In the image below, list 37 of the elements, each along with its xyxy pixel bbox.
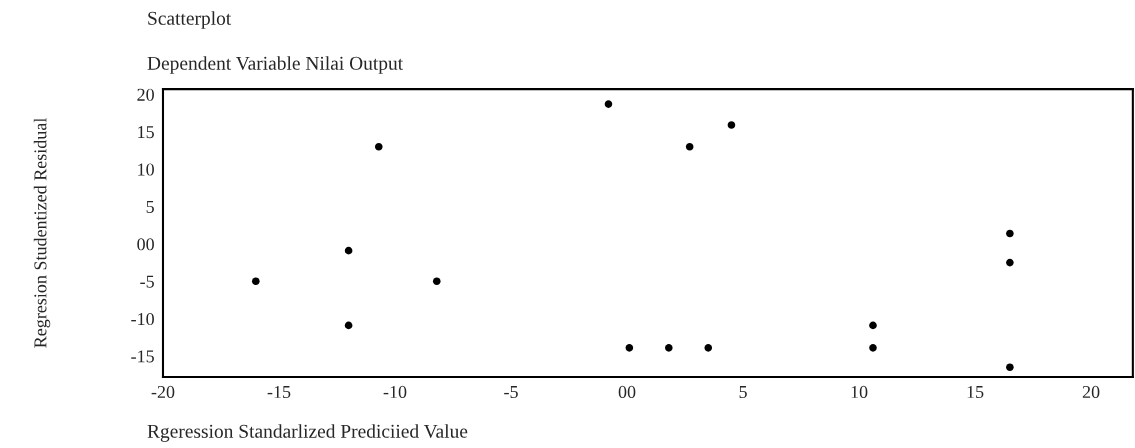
- point: [604, 100, 613, 108]
- point: [685, 142, 694, 151]
- point: [625, 344, 634, 352]
- y-tick-label: 5: [146, 200, 154, 213]
- y-axis-title: Regresion Studentized Residual: [33, 117, 51, 348]
- point: [869, 321, 877, 330]
- point: [1006, 363, 1014, 372]
- chart-title: Scatterplot: [148, 11, 232, 29]
- point: [1006, 229, 1014, 238]
- point: [664, 344, 673, 352]
- point: [251, 277, 260, 286]
- x-tick-label: 5: [739, 386, 747, 399]
- y-tick-label: 15: [138, 126, 154, 139]
- x-tick-label: -20: [151, 385, 175, 399]
- y-tick-label: -5: [140, 275, 154, 288]
- x-tick-label: -15: [267, 385, 291, 399]
- x-tick-label: 00: [618, 385, 636, 399]
- x-tick-label: 15: [967, 385, 984, 399]
- point: [432, 277, 441, 286]
- y-tick-label: -10: [131, 312, 154, 326]
- y-tick-label: 00: [137, 238, 154, 251]
- chart-subtitle: Dependent Variable Nilai Output: [147, 56, 404, 74]
- x-axis-title: Rgeression Standarlized Prediciied Value: [147, 424, 468, 442]
- point: [1006, 258, 1014, 267]
- point: [727, 121, 736, 129]
- point: [344, 246, 353, 255]
- point: [374, 142, 383, 151]
- x-tick-label: 20: [1082, 385, 1100, 399]
- y-tick-label: -15: [131, 350, 154, 363]
- x-tick-label: -10: [383, 385, 407, 399]
- y-tick-label: 10: [138, 163, 154, 176]
- y-tick-label: 20: [137, 88, 154, 101]
- point: [704, 344, 713, 352]
- point: [869, 344, 877, 352]
- x-tick-label: 10: [851, 385, 868, 399]
- x-tick-label: -5: [504, 386, 518, 399]
- point: [344, 321, 353, 330]
